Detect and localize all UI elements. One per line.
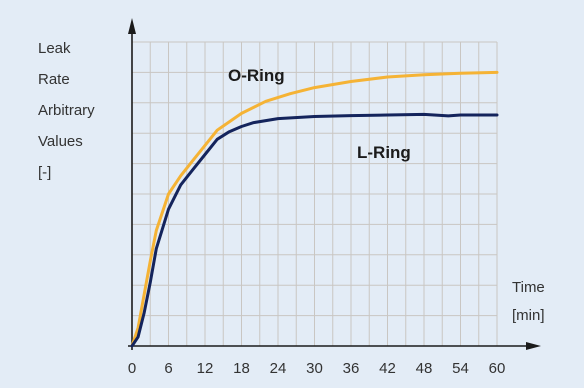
series-lines: [130, 70, 499, 348]
y-axis-label-line: [-]: [38, 164, 51, 181]
x-tick-label: 48: [416, 360, 433, 377]
x-axis-label-line: [min]: [512, 307, 545, 324]
x-tick-label: 18: [233, 360, 250, 377]
series-line-l-ring: [130, 112, 499, 348]
x-axis-arrow-icon: [526, 342, 541, 350]
y-axis-label-line: Values: [38, 133, 83, 150]
y-axis-label-line: Arbitrary: [38, 102, 95, 119]
series-line-o-ring: [130, 70, 499, 348]
x-tick-label: 24: [270, 360, 287, 377]
x-tick-label: 42: [379, 360, 396, 377]
x-tick-label: 6: [164, 360, 172, 377]
y-axis-label-line: Leak: [38, 40, 71, 57]
grid: [132, 41, 498, 346]
x-tick-label: 0: [128, 360, 136, 377]
axes: [128, 18, 541, 350]
y-axis-arrow-icon: [128, 18, 136, 34]
x-tick-label: 54: [452, 360, 469, 377]
x-tick-label: 30: [306, 360, 323, 377]
x-tick-label: 60: [489, 360, 506, 377]
series-label-o-ring: O-Ring: [228, 66, 285, 85]
labels: 0 6 12 18 24 30 36 42 48 54 60 Leak Rate Arbitrary Val…: [38, 40, 545, 377]
series-label-l-ring: L-Ring: [357, 143, 411, 162]
x-tick-label: 36: [343, 360, 360, 377]
y-axis-label-line: Rate: [38, 71, 70, 88]
x-tick-label: 12: [197, 360, 214, 377]
x-axis-label-line: Time: [512, 279, 545, 296]
